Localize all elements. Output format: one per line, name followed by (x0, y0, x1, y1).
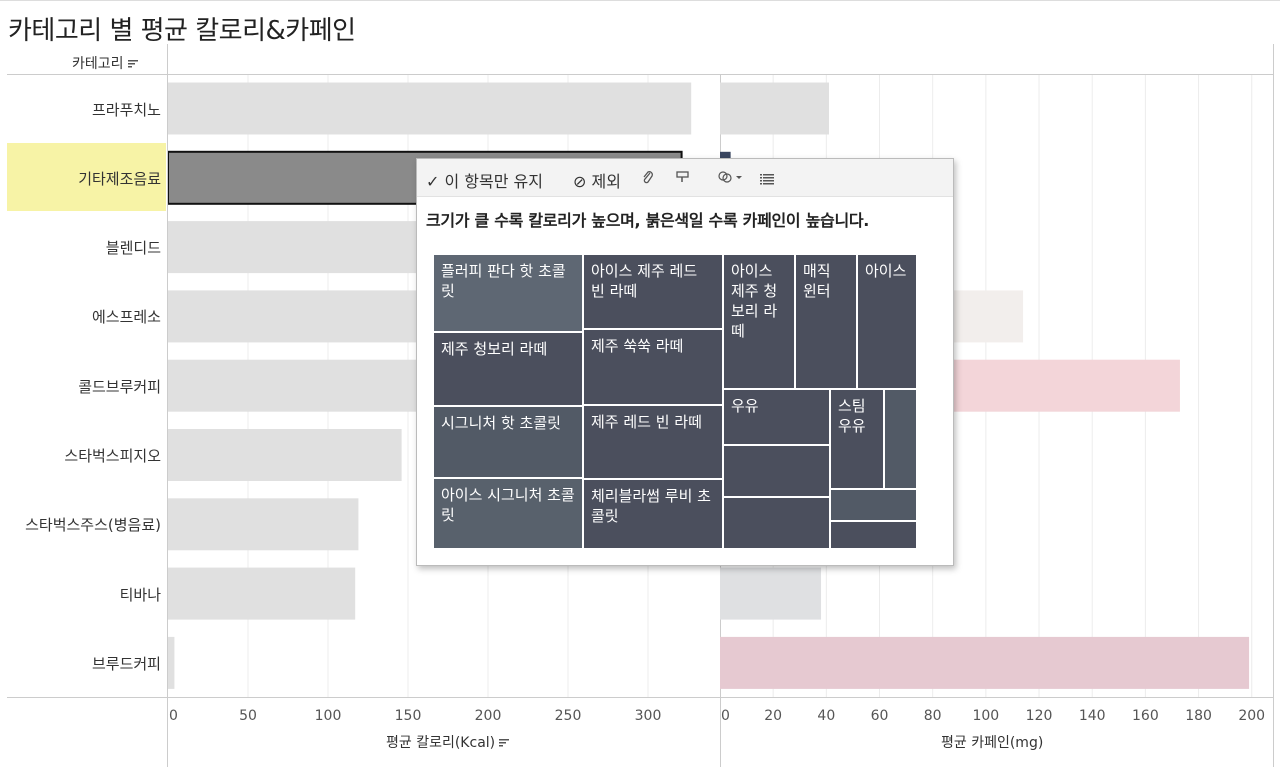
caffeine-tick-label: 60 (871, 708, 889, 724)
caffeine-tick-label: 100 (972, 708, 999, 724)
treemap-tile[interactable]: 아이스 제주 청보리 라떼 (723, 254, 795, 389)
treemap-tile[interactable]: 플러피 판다 핫 초콜릿 (433, 254, 583, 332)
view-data-icon[interactable] (760, 170, 774, 189)
caffeine-tick-label: 20 (764, 708, 782, 724)
category-header-label: 카테고리 (72, 56, 124, 72)
exclude-button[interactable]: ⊘ 제외 (573, 172, 621, 191)
pane-divider-right (1273, 44, 1274, 767)
calorie-tick-label: 50 (239, 708, 257, 724)
caffeine-bar[interactable] (720, 567, 822, 620)
treemap-tile[interactable]: 매직 윈터 (795, 254, 857, 389)
tooltip-panel: ✓ 이 항목만 유지 ⊘ 제외 크기가 클 수록 칼로리가 높으며, 붉은색일 … (416, 158, 954, 566)
caffeine-tick-label: 140 (1079, 708, 1106, 724)
keep-only-button[interactable]: ✓ 이 항목만 유지 (426, 172, 543, 191)
highlighter-icon[interactable] (675, 169, 691, 189)
treemap-tile[interactable]: 제주 청보리 라떼 (433, 332, 583, 406)
top-border (0, 0, 1280, 1)
category-label[interactable]: 티바나 (119, 585, 161, 604)
caffeine-tick-label: 0 (721, 708, 730, 724)
treemap-tile[interactable]: 시그니처 핫 초콜릿 (433, 406, 583, 478)
caffeine-axis-title: 평균 카페인(mg) (941, 735, 1044, 751)
category-header[interactable]: 카테고리 (72, 53, 138, 73)
calorie-bar[interactable] (168, 498, 359, 551)
calorie-bar[interactable] (168, 429, 402, 481)
caffeine-tick-label: 40 (817, 708, 835, 724)
calorie-bar[interactable] (168, 82, 692, 135)
tooltip-toolbar: ✓ 이 항목만 유지 ⊘ 제외 (417, 159, 953, 197)
calorie-axis-title[interactable]: 평균 칼로리(Kcal) (386, 732, 510, 752)
group-dropdown-icon[interactable] (717, 169, 745, 189)
treemap-tile[interactable] (723, 445, 830, 497)
treemap-tile[interactable]: 아이스 (857, 254, 917, 389)
menu-treemap: 플러피 판다 핫 초콜릿 아이스 제주 레드 빈 라떼 아이스 제주 청보리 라떼 매… (433, 254, 917, 549)
calorie-bar[interactable] (168, 567, 356, 620)
sort-icon[interactable] (499, 739, 510, 747)
category-label[interactable]: 스타벅스주스(병음료) (25, 516, 161, 535)
calorie-bar[interactable] (168, 636, 175, 689)
treemap-tile[interactable] (830, 521, 917, 549)
caffeine-tick-label: 80 (924, 708, 942, 724)
pane-divider-left (167, 44, 168, 767)
tooltip-description: 크기가 클 수록 칼로리가 높으며, 붉은색일 수록 카페인이 높습니다. (426, 211, 870, 230)
page-title: 카테고리 별 평균 칼로리&카페인 (8, 16, 356, 46)
treemap-tile[interactable] (884, 389, 917, 489)
treemap-tile[interactable]: 아이스 시그니처 초콜릿 (433, 478, 583, 549)
caffeine-tick-label: 200 (1238, 708, 1265, 724)
sort-icon[interactable] (127, 60, 138, 68)
category-label[interactable]: 블렌디드 (105, 239, 161, 258)
caffeine-tick-label: 120 (1026, 708, 1053, 724)
header-divider (7, 74, 1273, 75)
selected-category-highlight (7, 143, 166, 211)
paperclip-icon[interactable] (641, 169, 655, 189)
category-label[interactable]: 프라푸치노 (91, 100, 161, 119)
calorie-tick-label: 250 (555, 708, 582, 724)
calorie-tick-label: 0 (169, 708, 178, 724)
category-label[interactable]: 기타제조음료 (78, 169, 161, 188)
treemap-tile[interactable] (723, 497, 830, 549)
treemap-tile[interactable]: 스팀 우유 (830, 389, 884, 489)
axis-divider (7, 697, 1273, 698)
caffeine-tick-label: 160 (1132, 708, 1159, 724)
category-label[interactable]: 브루드커피 (91, 654, 161, 673)
calorie-axis-label: 평균 칼로리(Kcal) (386, 735, 496, 751)
caffeine-bar[interactable] (720, 82, 830, 135)
category-label[interactable]: 스타벅스피지오 (64, 447, 161, 465)
treemap-tile[interactable]: 우유 (723, 389, 830, 445)
calorie-tick-label: 300 (635, 708, 662, 724)
treemap-tile[interactable]: 제주 레드 빈 라떼 (583, 405, 723, 479)
caffeine-bar[interactable] (720, 636, 1250, 689)
treemap-tile[interactable] (830, 489, 917, 521)
treemap-tile[interactable]: 체리블라썸 루비 초콜릿 (583, 479, 723, 549)
calorie-tick-label: 200 (475, 708, 502, 724)
treemap-tile[interactable]: 제주 쑥쑥 라떼 (583, 329, 723, 405)
calorie-tick-label: 150 (395, 708, 422, 724)
category-label[interactable]: 에스프레소 (91, 308, 161, 327)
calorie-tick-label: 100 (315, 708, 342, 724)
category-label[interactable]: 콜드브루커피 (78, 377, 161, 396)
caffeine-tick-label: 180 (1185, 708, 1212, 724)
treemap-tile[interactable]: 아이스 제주 레드 빈 라떼 (583, 254, 723, 329)
